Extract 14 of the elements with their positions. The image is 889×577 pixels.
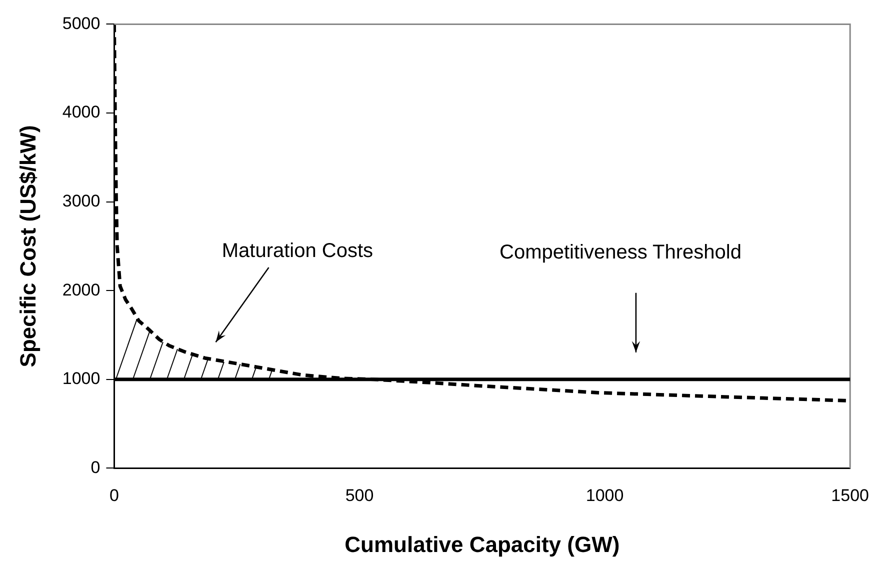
y-tick-label: 2000 xyxy=(62,280,100,300)
x-tick-label: 0 xyxy=(109,486,119,506)
annotation: Maturation Costs xyxy=(222,240,374,262)
y-tick-label: 0 xyxy=(90,458,100,477)
y-tick-label: 3000 xyxy=(62,191,100,210)
x-tick-label: 1000 xyxy=(586,486,624,506)
ref-line-label: Competitiveness Threshold xyxy=(500,241,742,264)
y-tick-label: 4000 xyxy=(62,102,100,122)
x-tick-label: 1500 xyxy=(831,486,870,506)
x-axis-title: Cumulative Capacity (GW) xyxy=(344,532,620,557)
y-tick-label: 5000 xyxy=(62,14,100,33)
x-tick-label: 500 xyxy=(345,486,374,506)
y-axis-title: Specific Cost (US$/kW) xyxy=(15,125,40,368)
y-tick-label: 1000 xyxy=(62,369,100,388)
